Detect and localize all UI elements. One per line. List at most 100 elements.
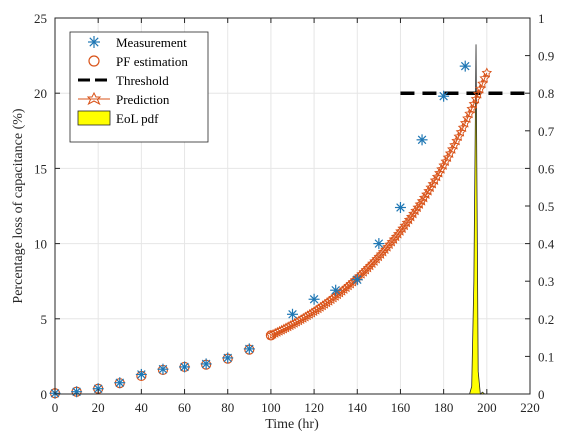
legend-label-eol-pdf: EoL pdf xyxy=(116,111,159,126)
prediction-point xyxy=(408,208,419,219)
measurement-point xyxy=(114,377,126,389)
measurement-stroke xyxy=(180,362,189,372)
prediction-point xyxy=(434,167,445,178)
prediction-point xyxy=(429,174,441,185)
legend-marker-measurement xyxy=(88,36,100,48)
prediction-point xyxy=(425,182,436,193)
measurement-stroke xyxy=(352,275,362,284)
legend-label-prediction: Prediction xyxy=(116,92,170,107)
prediction-point xyxy=(397,223,408,234)
prediction-point xyxy=(339,283,350,294)
prediction-point xyxy=(380,244,391,255)
x-tick-label: 180 xyxy=(434,400,454,415)
measurement-stroke xyxy=(309,294,319,304)
x-tick-label: 60 xyxy=(178,400,191,415)
prediction-point xyxy=(431,171,443,182)
prediction-point xyxy=(399,220,411,231)
x-tick-label: 80 xyxy=(221,400,234,415)
eol-pdf-area xyxy=(469,44,486,395)
x-tick-label: 40 xyxy=(135,400,148,415)
measurement-stroke xyxy=(288,310,297,319)
x-tick-label: 160 xyxy=(391,400,411,415)
prediction-point xyxy=(436,163,447,174)
prediction-point xyxy=(384,239,395,250)
y2-tick-label: 0.5 xyxy=(538,199,554,214)
prediction-point xyxy=(406,211,417,222)
prediction-point xyxy=(427,178,439,189)
prediction-point xyxy=(423,185,434,196)
prediction-point xyxy=(477,78,488,89)
prediction-point xyxy=(403,214,415,225)
measurement-stroke xyxy=(201,359,211,369)
series-layer xyxy=(49,60,530,399)
measurement-point xyxy=(438,90,450,102)
prediction-point xyxy=(475,83,486,94)
measurement-point xyxy=(459,60,471,72)
measurement-point xyxy=(394,202,406,214)
measurement-point xyxy=(179,361,191,373)
y2-tick-label: 0.8 xyxy=(538,86,554,101)
eol-pdf-layer xyxy=(469,44,486,395)
y2-tick-label: 1 xyxy=(538,11,545,26)
prediction-point xyxy=(479,72,490,83)
measurement-point xyxy=(222,352,234,364)
y2-tick-label: 0.1 xyxy=(538,349,554,364)
measurement-stroke xyxy=(158,364,168,374)
y2-tick-label: 0.9 xyxy=(538,49,554,64)
prediction-point xyxy=(421,189,432,199)
prediction-point xyxy=(341,282,352,293)
legend-label-pf: PF estimation xyxy=(116,54,188,69)
y-tick-label: 20 xyxy=(34,86,47,101)
measurement-stroke xyxy=(245,344,254,354)
y-tick-label: 25 xyxy=(34,11,47,26)
measurement-point xyxy=(135,368,147,380)
x-tick-label: 120 xyxy=(304,400,324,415)
measurement-point xyxy=(200,358,212,370)
y-tick-label: 0 xyxy=(41,387,48,402)
measurement-stroke xyxy=(93,384,103,394)
prediction-point xyxy=(414,198,426,209)
y-axis-ticks: 0 5 10 15 20 25 xyxy=(34,11,60,402)
measurement-point xyxy=(308,293,320,305)
prediction-point xyxy=(328,292,339,303)
y2-tick-label: 0.6 xyxy=(538,161,555,176)
measurement-stroke xyxy=(223,353,233,363)
measurement-point xyxy=(157,363,169,375)
measurement-stroke xyxy=(396,203,405,212)
y2-tick-label: 0.4 xyxy=(538,237,555,252)
prediction-point xyxy=(332,289,344,300)
legend-marker-pf xyxy=(88,55,100,67)
prediction-point xyxy=(470,93,482,104)
y-tick-label: 10 xyxy=(34,237,47,252)
pf-estimation-point xyxy=(265,330,277,341)
measurement-point xyxy=(287,308,298,320)
measurement-point xyxy=(416,134,428,146)
x-tick-label: 220 xyxy=(520,400,540,415)
measurement-stroke xyxy=(137,370,146,379)
measurement-point xyxy=(373,238,385,250)
y2-tick-label: 0.3 xyxy=(538,274,554,289)
measurement-stroke xyxy=(331,285,340,295)
x-axis-label: Time (hr) xyxy=(265,417,319,432)
prediction-point xyxy=(481,67,493,78)
legend-marker-eol-pdf xyxy=(77,110,111,126)
y2-tick-label: 0.2 xyxy=(538,312,554,327)
prediction-point xyxy=(412,202,423,213)
prediction-point xyxy=(390,231,402,242)
measurement-point xyxy=(243,343,255,355)
y2-axis-ticks: 0 0.1 0.2 0.3 0.4 0.5 0.6 0.7 0.8 0.9 1 xyxy=(525,11,555,402)
prediction-point xyxy=(382,241,393,252)
y2-tick-label: 0 xyxy=(538,387,545,402)
y-axis-label: Percentage loss of capacitance (%) xyxy=(11,108,26,303)
prediction-point xyxy=(410,205,421,216)
measurement-point xyxy=(330,284,342,296)
x-tick-label: 20 xyxy=(92,400,105,415)
prediction-point xyxy=(330,290,341,301)
measurement-stroke xyxy=(439,91,448,101)
legend-label-measurement: Measurement xyxy=(116,35,187,50)
x-tick-label: 0 xyxy=(52,400,59,415)
prediction-point xyxy=(386,236,398,247)
prediction-point xyxy=(388,233,400,244)
y-tick-label: 15 xyxy=(34,161,47,176)
